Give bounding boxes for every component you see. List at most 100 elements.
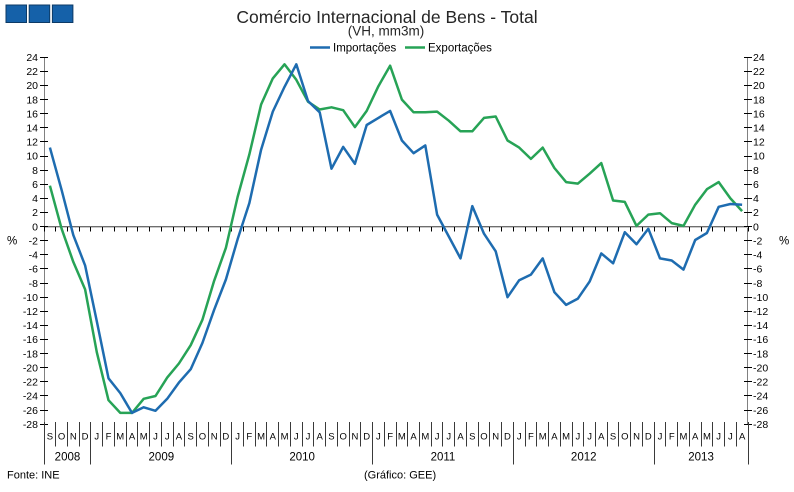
svg-text:J: J bbox=[294, 432, 299, 443]
svg-text:J: J bbox=[658, 432, 663, 443]
svg-text:-26: -26 bbox=[23, 405, 38, 417]
svg-text:-22: -22 bbox=[753, 377, 768, 389]
svg-text:-18: -18 bbox=[23, 348, 38, 360]
svg-text:18: 18 bbox=[753, 94, 765, 106]
svg-text:20: 20 bbox=[26, 80, 38, 92]
svg-text:-14: -14 bbox=[23, 320, 38, 332]
svg-text:-12: -12 bbox=[753, 306, 768, 318]
svg-text:J: J bbox=[728, 432, 733, 443]
svg-text:(Gráfico: GEE): (Gráfico: GEE) bbox=[364, 470, 436, 482]
svg-text:D: D bbox=[645, 432, 652, 443]
svg-text:F: F bbox=[528, 432, 534, 443]
svg-text:O: O bbox=[480, 432, 487, 443]
svg-text:-12: -12 bbox=[23, 306, 38, 318]
svg-text:F: F bbox=[387, 432, 393, 443]
svg-text:N: N bbox=[492, 432, 499, 443]
svg-text:F: F bbox=[246, 432, 252, 443]
svg-text:-10: -10 bbox=[23, 292, 38, 304]
svg-text:%: % bbox=[7, 236, 17, 248]
svg-text:D: D bbox=[363, 432, 370, 443]
svg-text:-20: -20 bbox=[753, 362, 768, 374]
svg-text:J: J bbox=[235, 432, 240, 443]
svg-text:J: J bbox=[306, 432, 311, 443]
svg-text:2011: 2011 bbox=[431, 452, 456, 464]
svg-text:16: 16 bbox=[753, 108, 765, 120]
svg-text:14: 14 bbox=[753, 123, 765, 135]
svg-text:J: J bbox=[153, 432, 158, 443]
svg-text:N: N bbox=[211, 432, 218, 443]
svg-text:Exportações: Exportações bbox=[428, 43, 492, 55]
svg-text:J: J bbox=[165, 432, 170, 443]
svg-text:14: 14 bbox=[26, 123, 38, 135]
svg-text:D: D bbox=[504, 432, 511, 443]
svg-text:24: 24 bbox=[753, 52, 765, 64]
svg-text:A: A bbox=[410, 432, 417, 443]
svg-text:6: 6 bbox=[32, 179, 38, 191]
svg-text:-20: -20 bbox=[23, 362, 38, 374]
svg-text:%: % bbox=[779, 236, 789, 248]
svg-text:4: 4 bbox=[753, 193, 759, 205]
svg-text:2013: 2013 bbox=[688, 452, 714, 464]
svg-text:-6: -6 bbox=[29, 264, 38, 276]
svg-text:10: 10 bbox=[753, 151, 765, 163]
svg-text:-10: -10 bbox=[753, 292, 768, 304]
svg-text:S: S bbox=[469, 432, 475, 443]
svg-text:N: N bbox=[633, 432, 640, 443]
svg-text:N: N bbox=[70, 432, 77, 443]
svg-text:-8: -8 bbox=[29, 278, 38, 290]
svg-text:16: 16 bbox=[26, 108, 38, 120]
svg-text:6: 6 bbox=[753, 179, 759, 191]
svg-text:-14: -14 bbox=[753, 320, 768, 332]
svg-text:Importações: Importações bbox=[333, 43, 397, 55]
svg-text:2012: 2012 bbox=[571, 452, 597, 464]
svg-text:2: 2 bbox=[32, 207, 38, 219]
svg-text:10: 10 bbox=[26, 151, 38, 163]
svg-text:M: M bbox=[703, 432, 711, 443]
svg-text:-6: -6 bbox=[753, 264, 762, 276]
svg-text:J: J bbox=[517, 432, 522, 443]
svg-text:0: 0 bbox=[753, 221, 759, 233]
svg-text:18: 18 bbox=[26, 94, 38, 106]
svg-text:12: 12 bbox=[753, 137, 765, 149]
svg-text:M: M bbox=[539, 432, 547, 443]
svg-text:J: J bbox=[446, 432, 451, 443]
svg-text:A: A bbox=[129, 432, 136, 443]
svg-text:M: M bbox=[281, 432, 289, 443]
svg-text:-24: -24 bbox=[753, 391, 768, 403]
svg-text:-22: -22 bbox=[23, 377, 38, 389]
svg-text:N: N bbox=[351, 432, 358, 443]
svg-text:O: O bbox=[621, 432, 628, 443]
svg-text:F: F bbox=[106, 432, 112, 443]
svg-text:J: J bbox=[435, 432, 440, 443]
svg-text:M: M bbox=[116, 432, 124, 443]
svg-text:8: 8 bbox=[753, 165, 759, 177]
svg-text:22: 22 bbox=[26, 66, 38, 78]
svg-text:2008: 2008 bbox=[55, 452, 81, 464]
svg-text:-16: -16 bbox=[23, 334, 38, 346]
svg-text:-4: -4 bbox=[753, 250, 762, 262]
svg-text:S: S bbox=[187, 432, 193, 443]
svg-text:S: S bbox=[47, 432, 53, 443]
svg-text:12: 12 bbox=[26, 137, 38, 149]
svg-text:4: 4 bbox=[32, 193, 38, 205]
svg-text:-2: -2 bbox=[29, 235, 38, 247]
svg-text:S: S bbox=[610, 432, 616, 443]
svg-text:F: F bbox=[669, 432, 675, 443]
svg-text:A: A bbox=[598, 432, 605, 443]
svg-text:O: O bbox=[199, 432, 206, 443]
svg-text:Comércio Internacional de Bens: Comércio Internacional de Bens - Total bbox=[236, 7, 537, 27]
svg-text:O: O bbox=[340, 432, 347, 443]
svg-text:J: J bbox=[94, 432, 99, 443]
svg-text:8: 8 bbox=[32, 165, 38, 177]
svg-text:22: 22 bbox=[753, 66, 765, 78]
svg-text:-16: -16 bbox=[753, 334, 768, 346]
svg-text:-4: -4 bbox=[29, 250, 38, 262]
svg-text:D: D bbox=[82, 432, 89, 443]
svg-text:24: 24 bbox=[26, 52, 38, 64]
svg-text:Fonte: INE: Fonte: INE bbox=[7, 470, 60, 482]
svg-text:J: J bbox=[376, 432, 381, 443]
svg-text:J: J bbox=[716, 432, 721, 443]
svg-text:M: M bbox=[398, 432, 406, 443]
svg-text:2010: 2010 bbox=[289, 452, 315, 464]
svg-text:M: M bbox=[421, 432, 429, 443]
